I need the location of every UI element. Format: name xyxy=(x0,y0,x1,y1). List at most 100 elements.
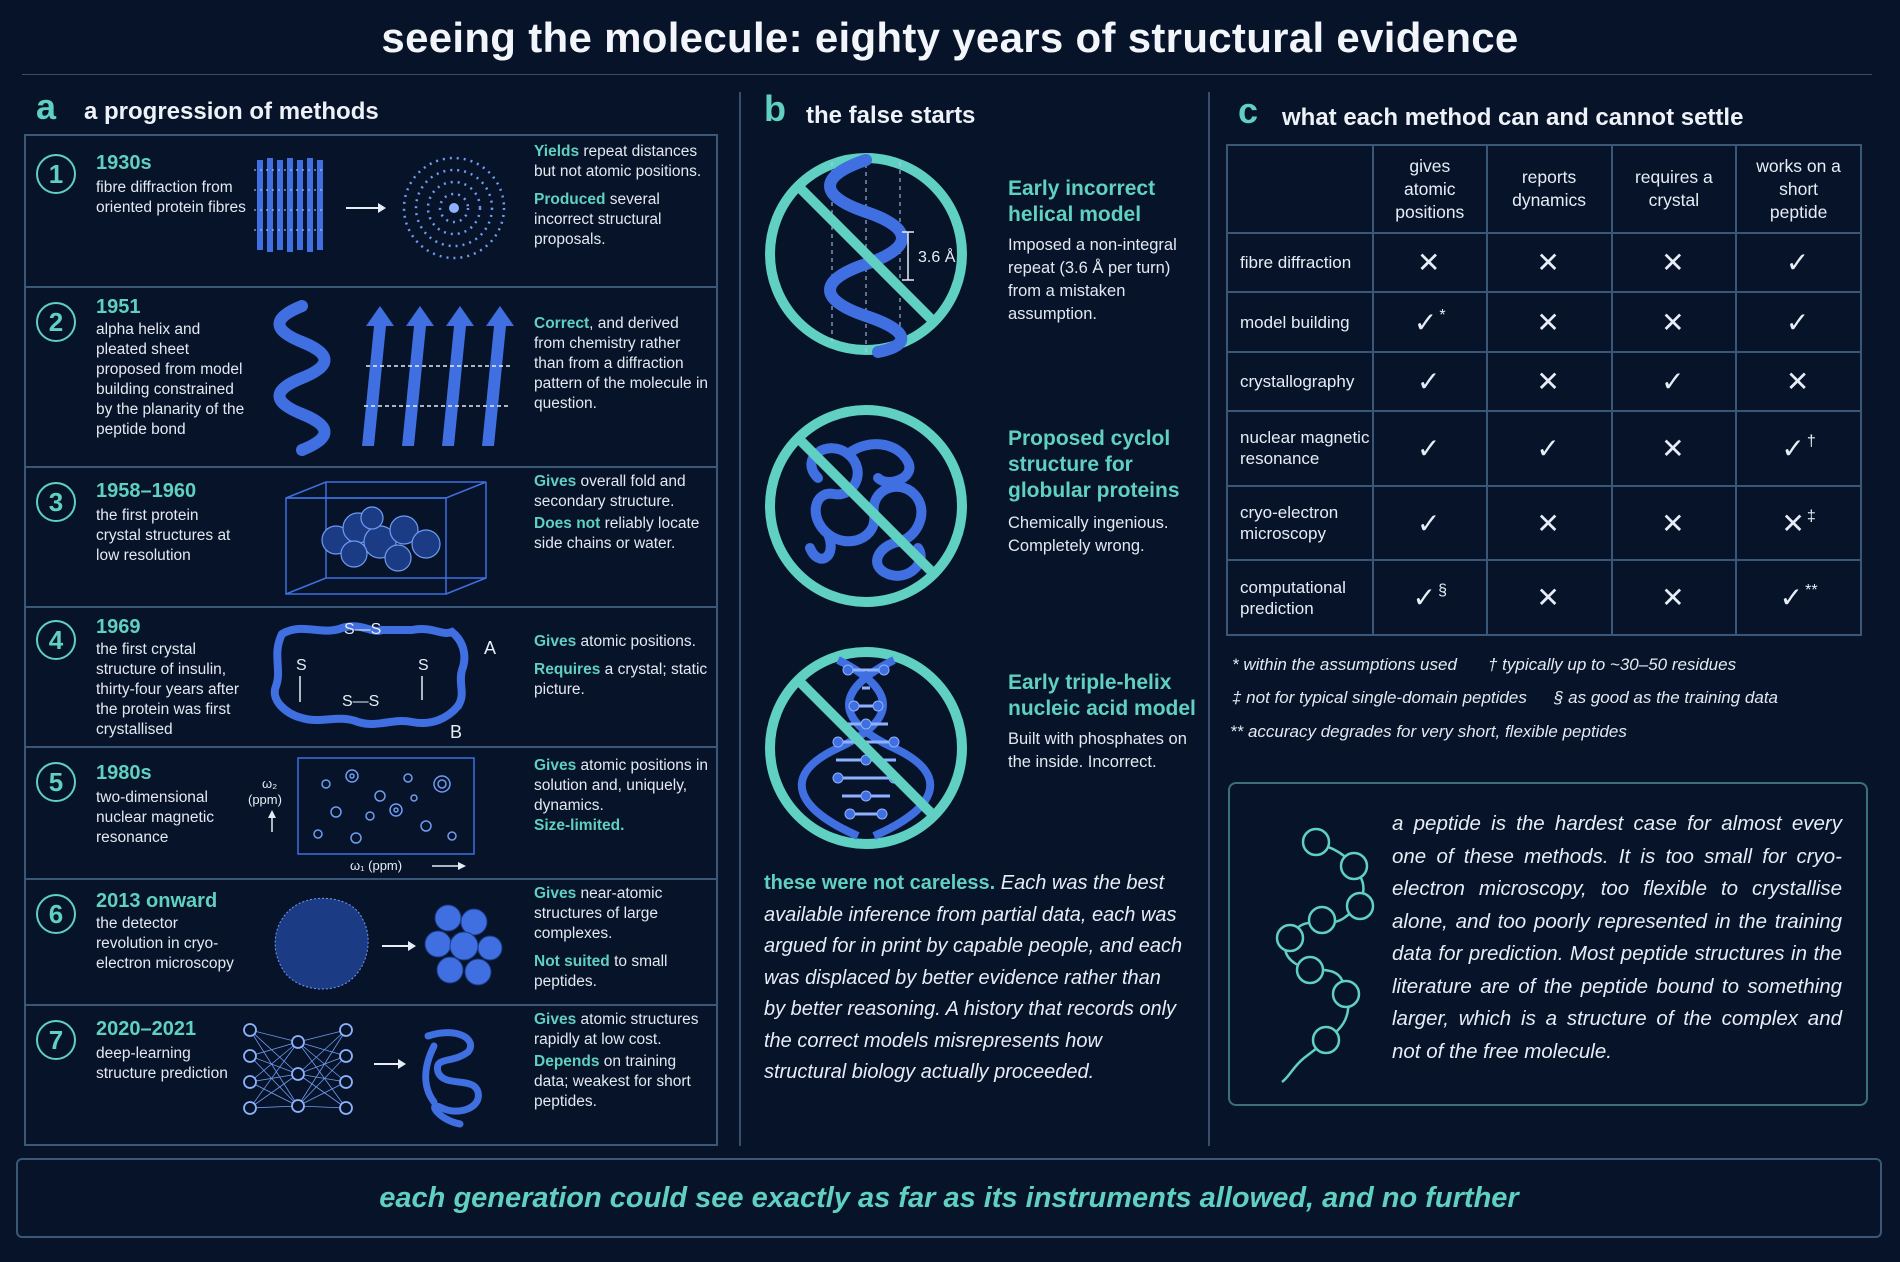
table-cell: ✓ xyxy=(1735,291,1862,353)
cell-footnote: ‡ xyxy=(1806,507,1816,525)
cell-mark: ✓ xyxy=(1413,306,1438,338)
note-lead: Gives xyxy=(534,633,577,650)
footnote: ‡ not for typical single-domain peptides xyxy=(1232,688,1527,707)
summary-text: Each was the best available inference fr… xyxy=(764,872,1183,1083)
cell-mark: ✓ xyxy=(1536,432,1560,464)
table-cell: ✕ xyxy=(1735,350,1862,413)
table-cell: ✓ § xyxy=(1372,559,1488,636)
page-title: seeing the molecule: eighty years of str… xyxy=(381,14,1519,61)
footnote: * within the assumptions used xyxy=(1232,655,1457,674)
table-row: nuclear magnetic resonance ✓ ✓ ✕ ✓ † xyxy=(1226,410,1862,487)
helix-pitch-label: 3.6 Å xyxy=(918,247,956,266)
row-label: crystallography xyxy=(1226,350,1374,413)
table-cell: ✕ xyxy=(1610,231,1738,294)
column-header: gives atomic positions xyxy=(1372,144,1488,234)
footnote: § as good as the training data xyxy=(1554,688,1778,707)
cell-mark: ✕ xyxy=(1661,432,1685,464)
note-text: atomic positions in solution and, unique… xyxy=(534,757,709,814)
false-start-title-2: Proposed cyclol structure for globular p… xyxy=(1008,427,1180,502)
method-year: 1958–1960 xyxy=(96,480,197,502)
false-start-desc-3: Built with phosphates on the inside. Inc… xyxy=(1008,730,1187,771)
row-label: nuclear magnetic resonance xyxy=(1226,410,1374,487)
sulfur-left-label: S xyxy=(296,657,307,674)
false-start-desc-1: Imposed a non-integral repeat (3.6 Å per… xyxy=(1008,236,1177,323)
note-lead: Size-limited. xyxy=(534,817,625,834)
table-cell: ✓ xyxy=(1610,350,1738,413)
method-notes: Correct, and derived from chemistry rath… xyxy=(534,314,714,422)
method-row-6: 6 2013 onward the detector revolution in… xyxy=(24,878,718,1004)
step-number: 2 xyxy=(36,302,76,342)
row-label: cryo-electron microscopy xyxy=(1226,484,1374,562)
footnote: ** accuracy degrades for very short, fle… xyxy=(1230,722,1627,741)
chain-b-label: B xyxy=(450,722,462,742)
table-cell: ✕ xyxy=(1610,559,1738,636)
table-cell: ✕ xyxy=(1610,291,1738,353)
step-number: 6 xyxy=(36,894,76,934)
cyclol-structure-crossed-out xyxy=(765,405,967,607)
cell-mark: ✕ xyxy=(1661,306,1685,338)
false-starts-summary: these were not careless. Each was the be… xyxy=(764,868,1184,1089)
panel-c-heading: what each method can and cannot settle xyxy=(1282,104,1744,131)
cell-mark: ✓ xyxy=(1661,365,1685,397)
chain-a-label: A xyxy=(484,638,496,658)
note-text: on training data; weakest for short pept… xyxy=(534,1053,691,1110)
note-lead: Correct xyxy=(534,315,590,332)
note-lead: Gives xyxy=(534,473,577,490)
sulfur-right-label: S xyxy=(418,657,429,674)
divider-b-c xyxy=(1208,92,1210,1146)
method-row-3: 3 1958–1960 the first protein crystal st… xyxy=(24,466,718,606)
method-description: deep-learning structure prediction xyxy=(96,1045,228,1082)
callout-text: a peptide is the hardest case for almost… xyxy=(1392,812,1842,1063)
table-cell: ✓ † xyxy=(1735,410,1862,487)
note-text: repeat distances but not atomic position… xyxy=(534,143,702,180)
table-cell: ✕ xyxy=(1485,291,1613,353)
step-number: 3 xyxy=(36,482,76,522)
table-cell: ✓ xyxy=(1372,484,1488,562)
table-row: cryo-electron microscopy ✓ ✕ ✕ ✕ ‡ xyxy=(1226,484,1862,562)
peptide-chain-icon xyxy=(1275,827,1375,1083)
cell-footnote: * xyxy=(1439,306,1446,324)
column-header: works on a short peptide xyxy=(1735,144,1862,234)
table-row: fibre diffraction ✕ ✕ ✕ ✓ xyxy=(1226,231,1862,294)
note-text: reliably locate side chains or water. xyxy=(534,515,700,552)
cell-mark: ✓ xyxy=(1417,507,1441,539)
table-row: computational prediction ✓ § ✕ ✕ ✓ ** xyxy=(1226,559,1862,636)
note-lead: Depends xyxy=(534,1053,600,1070)
cell-footnote: § xyxy=(1438,582,1447,600)
note-lead: Gives xyxy=(534,885,577,902)
table-cell: ✓ xyxy=(1372,350,1488,413)
method-description: two-dimensional nuclear magnetic resonan… xyxy=(96,789,215,846)
method-capability-table: gives atomic positions reports dynamics … xyxy=(1226,144,1862,636)
note-text: , and derived from chemistry rather than… xyxy=(534,315,709,412)
bottom-banner: each generation could see exactly as far… xyxy=(16,1158,1882,1238)
table-cell: ✓ ** xyxy=(1735,559,1862,636)
low-resolution-crystal-illustration xyxy=(285,481,487,595)
divider-a-b xyxy=(739,92,741,1146)
note-lead: Produced xyxy=(534,191,606,208)
method-year: 1951 xyxy=(96,296,141,318)
table-cell: ✓ xyxy=(1735,231,1862,294)
method-notes: Gives atomic positions in solution and, … xyxy=(534,756,714,844)
cell-mark: ✕ xyxy=(1661,582,1685,614)
note-text: atomic positions. xyxy=(576,633,696,650)
method-year: 1969 xyxy=(96,616,141,638)
method-row-5: 5 1980s two-dimensional nuclear magnetic… xyxy=(24,746,718,878)
step-number: 4 xyxy=(36,620,76,660)
method-row-4: 4 1969 the first crystal structure of in… xyxy=(24,606,718,746)
cell-mark: ✕ xyxy=(1536,247,1560,279)
cell-mark: ✓ xyxy=(1785,306,1810,338)
method-notes: Gives atomic positions. Requires a cryst… xyxy=(534,632,714,708)
method-year: 2013 onward xyxy=(96,890,218,912)
false-start-title-3: Early triple-helix nucleic acid model xyxy=(1008,671,1196,720)
insulin-structure-illustration: S—S S S S—S A B xyxy=(270,621,496,742)
row-label: model building xyxy=(1226,291,1374,353)
method-year: 1930s xyxy=(96,152,152,174)
method-notes: Gives atomic structures rapidly at low c… xyxy=(534,1010,714,1120)
column-header: reports dynamics xyxy=(1485,144,1613,234)
step-number: 7 xyxy=(36,1020,76,1060)
panel-a-heading: a progression of methods xyxy=(84,98,379,125)
helix-and-sheet-illustration xyxy=(273,300,514,456)
cell-mark: ✕ xyxy=(1536,365,1560,397)
note-text: near-atomic structures of large complexe… xyxy=(534,885,663,942)
table-cell: ✓ * xyxy=(1372,291,1488,353)
